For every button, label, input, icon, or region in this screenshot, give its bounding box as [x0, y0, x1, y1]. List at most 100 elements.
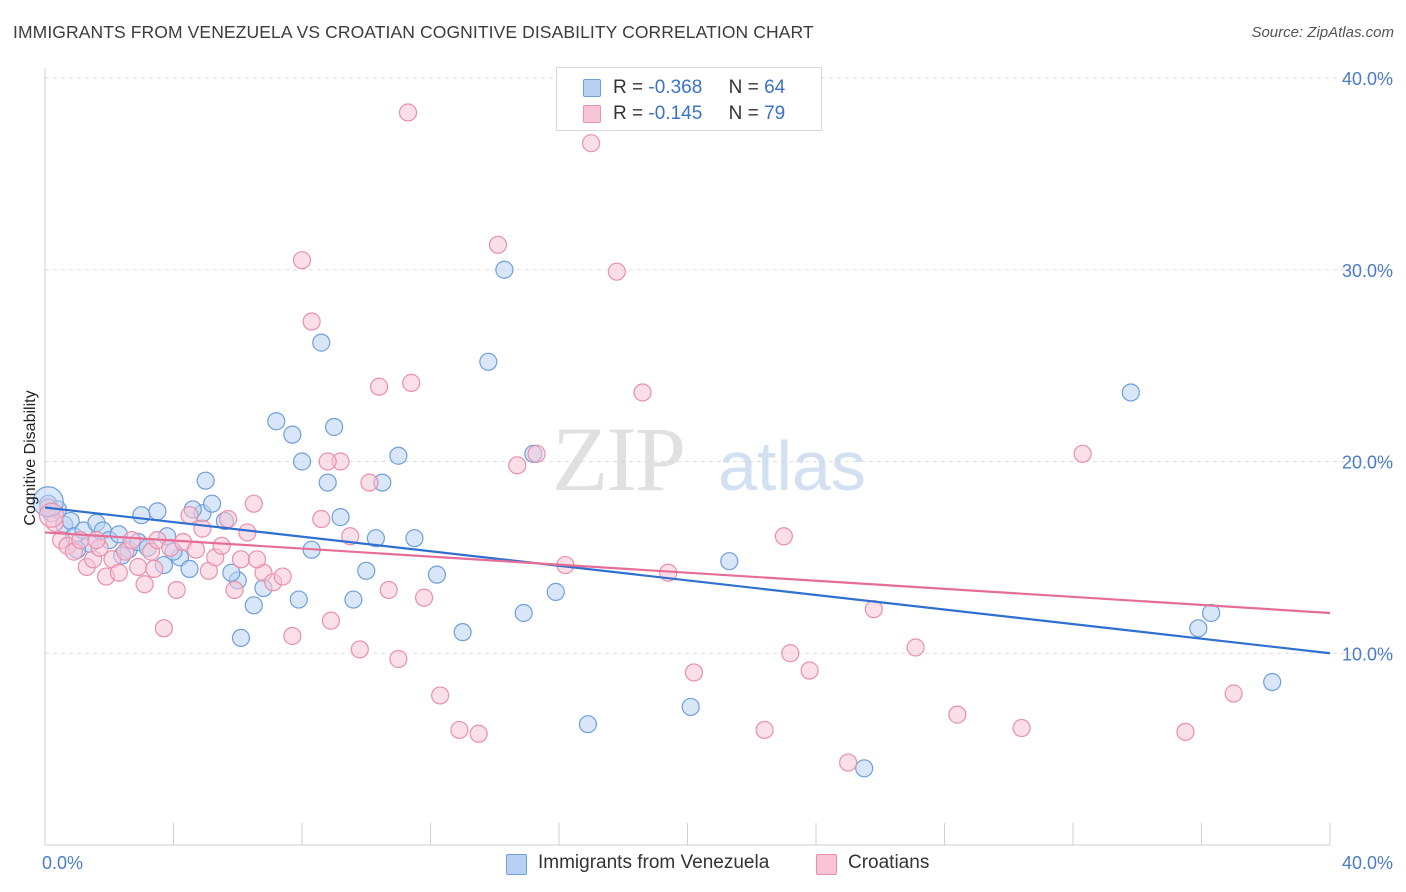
x-tick-label: 40.0% — [1342, 853, 1393, 873]
data-point — [212, 536, 231, 555]
legend-label-venezuela: Immigrants from Venezuela — [538, 852, 770, 873]
data-point — [839, 753, 858, 772]
legend-stats-text: R = -0.145 N = 79 — [613, 103, 785, 125]
data-point — [906, 638, 925, 657]
chart-title: IMMIGRANTS FROM VENEZUELA VS CROATIAN CO… — [13, 22, 814, 42]
data-point — [360, 473, 379, 492]
data-point — [402, 373, 421, 392]
r-label: R = — [613, 77, 644, 98]
data-point — [1073, 444, 1092, 463]
data-point — [312, 509, 331, 529]
source-label: Source: ZipAtlas.com — [1251, 24, 1394, 41]
data-point — [129, 557, 148, 577]
data-point — [1121, 383, 1140, 402]
data-point — [292, 251, 312, 270]
series-legend: Immigrants from Venezuela Croatians — [0, 852, 1406, 878]
data-point — [450, 720, 469, 740]
data-point — [109, 563, 128, 582]
trend-line — [44, 531, 1331, 615]
data-point — [154, 619, 173, 638]
data-point — [289, 590, 308, 609]
data-point — [427, 565, 447, 584]
data-point — [1189, 619, 1208, 638]
data-point — [357, 561, 376, 580]
n-value: 79 — [764, 103, 786, 124]
y-tick-label: 20.0% — [1342, 453, 1393, 473]
data-point — [244, 596, 263, 615]
data-point — [633, 383, 652, 402]
data-point — [855, 759, 874, 778]
data-point — [321, 611, 341, 630]
tick-labels: 10.0% 20.0% 30.0% 40.0% 0.0% 40.0% — [42, 69, 1393, 873]
watermark-atlas: atlas — [718, 427, 866, 505]
y-axis-label: Cognitive Disability — [22, 390, 39, 525]
data-point — [948, 705, 967, 724]
trend-line — [44, 506, 1331, 655]
legend-stats-text: R = -0.368 N = 64 — [613, 77, 785, 99]
data-point — [312, 333, 331, 352]
data-point — [398, 103, 418, 122]
watermark: ZIP atlas — [552, 408, 866, 510]
r-value: -0.145 — [648, 103, 703, 124]
data-point — [87, 531, 106, 550]
data-point — [283, 425, 302, 444]
data-point — [135, 575, 154, 594]
data-point — [283, 626, 302, 646]
legend-swatch-blue — [506, 854, 527, 875]
data-point — [222, 563, 241, 582]
data-point — [318, 452, 337, 471]
data-point — [527, 444, 546, 463]
data-point — [238, 523, 257, 542]
legend-swatch-pink — [583, 105, 601, 123]
data-point — [508, 456, 527, 475]
data-point — [495, 260, 514, 279]
x-tick-label: 0.0% — [42, 853, 83, 873]
data-point — [546, 582, 565, 601]
data-point — [578, 715, 598, 734]
data-point — [1263, 672, 1282, 692]
data-point — [1176, 722, 1195, 741]
axes — [44, 68, 1331, 846]
data-point — [414, 588, 434, 607]
data-point — [122, 531, 141, 550]
data-point — [488, 235, 508, 254]
data-point — [180, 506, 199, 525]
data-point — [318, 473, 337, 492]
watermark-zip: ZIP — [552, 408, 684, 510]
data-point — [267, 412, 286, 431]
data-point — [244, 494, 263, 513]
data-point — [225, 580, 244, 600]
y-tick-label: 40.0% — [1342, 69, 1393, 89]
data-point — [145, 559, 164, 578]
data-point — [167, 580, 186, 600]
data-point — [273, 567, 292, 586]
trend-lines — [44, 506, 1331, 655]
data-point — [344, 590, 363, 609]
data-point — [774, 527, 793, 546]
data-point — [231, 550, 251, 569]
data-point — [389, 649, 408, 669]
data-point — [405, 529, 424, 548]
data-point — [148, 502, 167, 521]
data-point — [514, 603, 533, 623]
data-point — [38, 502, 65, 528]
data-point — [684, 663, 704, 682]
data-point — [681, 697, 700, 717]
legend-swatch-pink — [816, 854, 837, 875]
data-point — [219, 509, 238, 529]
data-point — [341, 527, 360, 546]
data-point — [800, 661, 819, 680]
data-point — [1224, 684, 1243, 703]
data-point — [389, 446, 408, 465]
data-point — [607, 262, 626, 281]
data-point — [350, 640, 369, 659]
data-point — [180, 559, 199, 578]
data-point — [325, 417, 344, 437]
data-point — [370, 377, 389, 396]
n-label: N = — [728, 103, 759, 124]
r-label: R = — [613, 103, 644, 124]
data-point — [379, 580, 398, 600]
y-tick-label: 10.0% — [1342, 644, 1393, 664]
legend-label-croatians: Croatians — [848, 852, 930, 873]
